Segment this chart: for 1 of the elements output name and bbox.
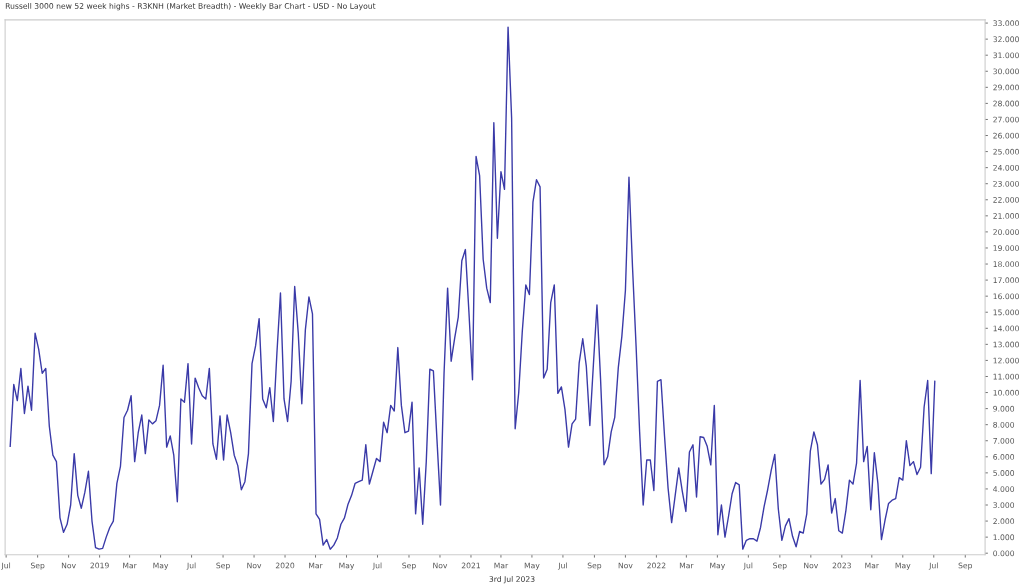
line-series xyxy=(9,26,936,550)
